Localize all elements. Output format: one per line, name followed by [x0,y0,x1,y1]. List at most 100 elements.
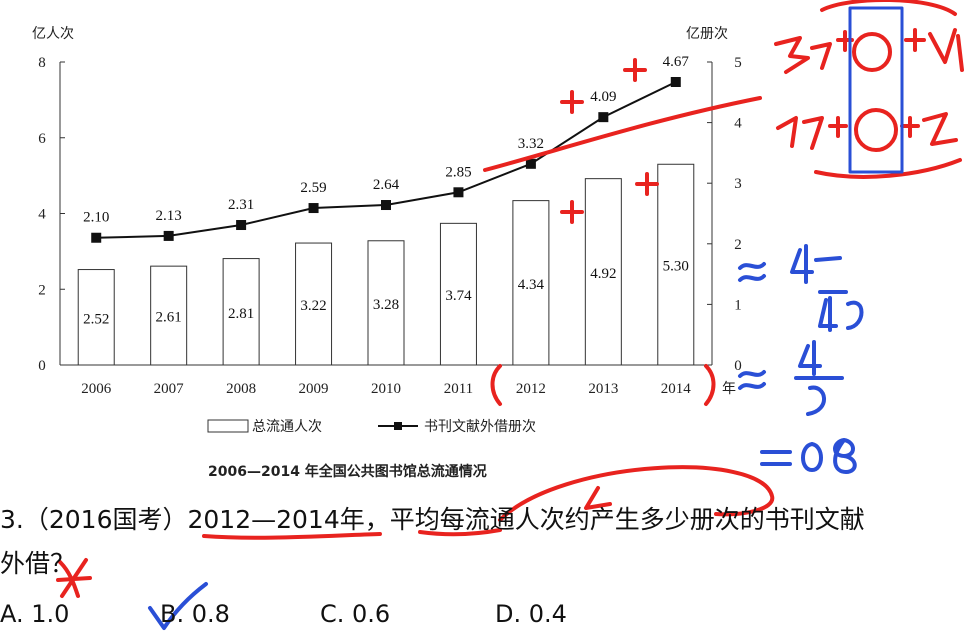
question-period: 2012—2014年 [187,505,365,534]
option-d[interactable]: D. 0.4 [495,600,567,628]
chart-title: 2006—2014 年全国公共图书馆总流通情况 [208,463,487,480]
y-right-tick-label: 5 [734,55,742,71]
legend-line-marker [394,422,402,430]
red-plus-mark [560,200,584,224]
y-right-tick-label: 1 [734,297,742,313]
bar-value-label: 2.61 [156,310,182,326]
line-value-label: 3.32 [518,136,544,152]
y-left-ticks: 0 2 4 6 8 [38,55,65,374]
line-value-label: 2.31 [228,197,254,213]
y-left-tick-label: 2 [38,282,46,298]
x-tick-labels: 2006 2007 2008 2009 2010 2011 2012 2013 2014 [81,381,691,397]
y-right-tick-label: 2 [734,237,742,253]
bar [439,222,477,366]
blue-handwritten-result [760,438,857,474]
legend-bar-label: 总流通人次 [252,419,322,435]
bar-value-label: 4.92 [590,266,616,282]
question-text: 流通人次约产生多少册次的书刊文献 [464,505,865,534]
red-scribble [56,558,92,598]
x-tick-label: 2008 [226,381,256,397]
bar [77,269,115,366]
blue-approx-sign [738,262,766,282]
x-tick-label: 2014 [661,381,692,397]
red-handwritten-sum [820,0,964,72]
y-left-axis-label: 亿人次 [32,26,74,42]
red-plus-mark [623,58,647,82]
y-right-ticks: 0 1 2 3 4 5 [707,55,742,374]
legend: 总流通人次 书刊文献外借册次 [207,419,536,435]
x-tick-label: 2009 [299,381,329,397]
bar-value-label: 5.30 [663,259,689,275]
red-plus-mark [635,172,659,196]
option-a[interactable]: A. 1.0 [0,600,70,628]
red-circle [852,32,892,72]
y-left-tick-label: 4 [38,207,46,223]
y-left-tick-label: 8 [38,55,46,71]
option-b[interactable]: B. 0.8 [160,600,230,628]
red-bracket-right [704,364,716,406]
red-handwritten-sum [774,30,854,74]
bar [584,178,622,366]
blue-approx-sign [738,370,766,390]
line-point [163,230,174,241]
line-point [236,220,247,231]
x-tick-label: 2012 [516,381,546,397]
legend-line-label: 书刊文献外借册次 [424,419,536,435]
red-underline-stroke [483,96,762,172]
question-source: （2016国考） [23,505,188,534]
red-underline-key [418,528,502,537]
line-point [525,158,536,169]
bar-value-label: 3.22 [300,298,326,314]
bar [150,265,188,366]
question-key-phrase: 平均每 [389,505,465,534]
line-point [598,112,609,123]
line-value-labels: 2.10 2.13 2.31 2.59 2.64 2.85 3.32 4.09 4.67 [83,54,689,226]
bar [367,240,405,366]
red-plus-mark [560,90,584,114]
line-value-label: 2.13 [156,208,182,224]
line-value-label: 2.64 [373,177,400,193]
bar-value-label: 4.34 [518,277,545,293]
bar [295,242,333,366]
line-value-label: 4.67 [663,54,690,70]
bar [512,200,550,366]
y-right-tick-label: 3 [734,176,742,192]
bar-value-label: 3.28 [373,297,399,313]
red-circle [854,108,898,152]
line-point [381,200,391,211]
line-value-label: 2.59 [300,180,326,196]
blue-checkmark [148,582,208,630]
question-line-1: 3.（2016国考）2012—2014年，平均每流通人次约产生多少册次的书刊文献 [0,498,865,542]
y-right-tick-label: 0 [734,358,742,374]
bar-value-label: 2.81 [228,306,254,322]
blue-handwritten-fraction [794,340,844,416]
bar [222,258,260,366]
question-line-2: 外借？ [0,549,76,578]
y-right-tick-label: 4 [734,116,742,132]
x-tick-label: 2006 [81,381,112,397]
blue-box [848,6,904,174]
red-handwritten-sum [776,116,848,150]
line-point [308,203,319,214]
question-separator: ， [364,505,390,534]
option-c[interactable]: C. 0.6 [320,600,391,628]
y-left-tick-label: 0 [38,358,46,374]
line-value-label: 2.85 [445,164,471,180]
red-underline-period [202,532,382,540]
line-point [91,232,102,243]
bar-value-labels: 2.52 2.61 2.81 3.22 3.28 3.74 4.34 4.92 5.30 [83,259,689,328]
x-tick-label: 2013 [588,381,618,397]
red-bracket-left [490,364,502,406]
bar-value-label: 2.52 [83,311,109,327]
x-axis-unit: 年 [722,381,736,397]
line-point [453,187,464,198]
line-value-label: 4.09 [590,89,616,105]
blue-handwritten-fraction [790,244,864,332]
line-point [670,76,681,87]
line-value-label: 2.10 [83,210,109,226]
red-handwritten-sum [814,112,962,179]
x-tick-label: 2011 [444,381,473,397]
y-right-axis-label: 亿册次 [686,26,728,42]
red-arrow [498,465,775,522]
